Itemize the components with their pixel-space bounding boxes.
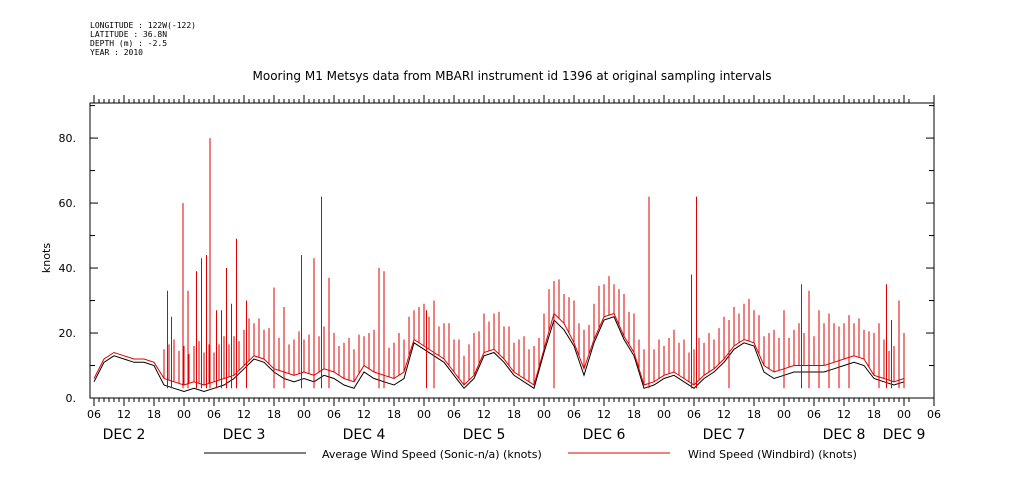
- day-label: DEC 4: [343, 427, 386, 443]
- day-label: DEC 6: [583, 427, 626, 443]
- day-label: DEC 2: [103, 427, 146, 443]
- x-tick-label: 00: [177, 408, 191, 421]
- x-tick-label: 06: [807, 408, 821, 421]
- x-tick-label: 00: [897, 408, 911, 421]
- legend: Average Wind Speed (Sonic-n/a) (knots) W…: [204, 448, 857, 461]
- x-tick-label: 18: [147, 408, 161, 421]
- y-tick-label: 60.: [59, 197, 77, 210]
- y-tick-label: 40.: [59, 262, 77, 275]
- chart-title: Mooring M1 Metsys data from MBARI instru…: [253, 69, 772, 83]
- year-text: YEAR : 2010: [90, 48, 143, 57]
- x-tick-label: 06: [87, 408, 101, 421]
- x-tick-label: 06: [327, 408, 341, 421]
- legend-label-sonic: Average Wind Speed (Sonic-n/a) (knots): [322, 448, 542, 461]
- x-tick-label: 18: [627, 408, 641, 421]
- data-series: [93, 138, 905, 393]
- x-tick-label: 18: [387, 408, 401, 421]
- day-label: DEC 3: [223, 427, 266, 443]
- x-tick-label: 06: [567, 408, 581, 421]
- y-tick-label: 0.: [66, 392, 77, 405]
- x-tick-label: 00: [297, 408, 311, 421]
- x-tick-label: 18: [507, 408, 521, 421]
- y-tick-label: 80.: [59, 132, 77, 145]
- x-tick-label: 12: [597, 408, 611, 421]
- x-tick-label: 18: [867, 408, 881, 421]
- x-tick-label: 12: [717, 408, 731, 421]
- day-label: DEC 8: [823, 427, 866, 443]
- day-label: DEC 5: [463, 427, 506, 443]
- x-tick-label: 06: [447, 408, 461, 421]
- x-tick-label: 12: [477, 408, 491, 421]
- x-tick-label: 00: [657, 408, 671, 421]
- station-metadata: LONGITUDE : 122W(-122) LATITUDE : 36.8N …: [90, 21, 196, 57]
- legend-label-windbird: Wind Speed (Windbird) (knots): [688, 448, 857, 461]
- latitude-text: LATITUDE : 36.8N: [90, 30, 168, 39]
- day-label: DEC 7: [703, 427, 746, 443]
- x-tick-label: 06: [207, 408, 221, 421]
- plot-frame: [89, 102, 935, 399]
- x-tick-label: 06: [687, 408, 701, 421]
- axis-ticks: [90, 95, 935, 406]
- x-tick-label: 18: [267, 408, 281, 421]
- series-line-sonic: [93, 316, 905, 393]
- x-tick-label: 18: [747, 408, 761, 421]
- y-axis-label: knots: [40, 243, 53, 273]
- x-tick-label: 00: [417, 408, 431, 421]
- x-tick-label: 12: [357, 408, 371, 421]
- x-tick-label: 06: [927, 408, 941, 421]
- longitude-text: LONGITUDE : 122W(-122): [90, 21, 196, 30]
- x-tick-label: 12: [837, 408, 851, 421]
- axis-labels: 0. 20. 40. 60. 80. 06 12 18 00 06 12 18 00 06 12 18 00 06…: [59, 132, 942, 443]
- x-tick-label: 12: [117, 408, 131, 421]
- x-tick-label: 12: [237, 408, 251, 421]
- depth-text: DEPTH (m) : -2.5: [90, 39, 168, 48]
- x-tick-label: 00: [777, 408, 791, 421]
- day-label: DEC 9: [883, 427, 926, 443]
- x-tick-label: 00: [537, 408, 551, 421]
- y-tick-label: 20.: [59, 327, 77, 340]
